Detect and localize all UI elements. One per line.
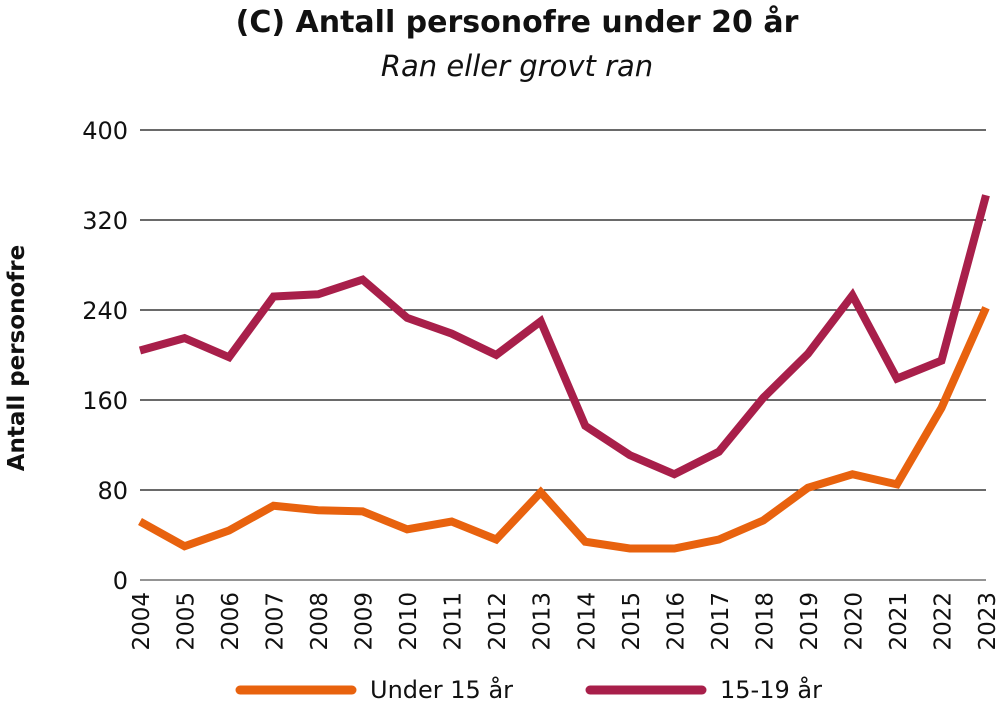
x-tick-label: 2014	[574, 592, 600, 651]
y-tick-label: 240	[82, 297, 128, 325]
x-tick-label: 2023	[975, 592, 997, 651]
x-tick-label: 2015	[619, 592, 645, 651]
chart-title: (C) Antall personofre under 20 år	[236, 4, 799, 40]
x-tick-label: 2007	[263, 592, 289, 651]
chart-subtitle: Ran eller grovt ran	[381, 49, 653, 83]
y-tick-label: 160	[82, 387, 128, 415]
y-tick-label: 80	[97, 477, 128, 505]
y-tick-label: 0	[113, 567, 128, 595]
legend-label: Under 15 år	[370, 675, 513, 704]
x-tick-label: 2010	[396, 592, 422, 651]
x-tick-label: 2006	[218, 592, 244, 651]
legend-label: 15-19 år	[720, 675, 822, 704]
x-tick-label: 2012	[485, 592, 511, 651]
x-tick-label: 2016	[663, 592, 689, 651]
x-tick-label: 2019	[797, 592, 823, 651]
x-tick-label: 2013	[530, 592, 556, 651]
x-tick-label: 2005	[174, 592, 200, 651]
x-tick-label: 2021	[886, 592, 912, 651]
x-tick-label: 2018	[752, 592, 778, 651]
x-tick-label: 2017	[708, 592, 734, 651]
x-tick-label: 2011	[441, 592, 467, 651]
x-tick-label: 2009	[352, 592, 378, 651]
x-tick-label: 2020	[841, 592, 867, 651]
x-tick-label: 2004	[129, 592, 155, 651]
x-tick-label: 2022	[930, 592, 956, 651]
y-tick-label: 400	[82, 117, 128, 145]
series-line-0	[138, 306, 990, 553]
x-tick-label: 2008	[307, 592, 333, 651]
y-axis-label: Antall personofre	[4, 245, 30, 472]
y-tick-label: 320	[82, 207, 128, 235]
series-line-1	[138, 194, 990, 479]
